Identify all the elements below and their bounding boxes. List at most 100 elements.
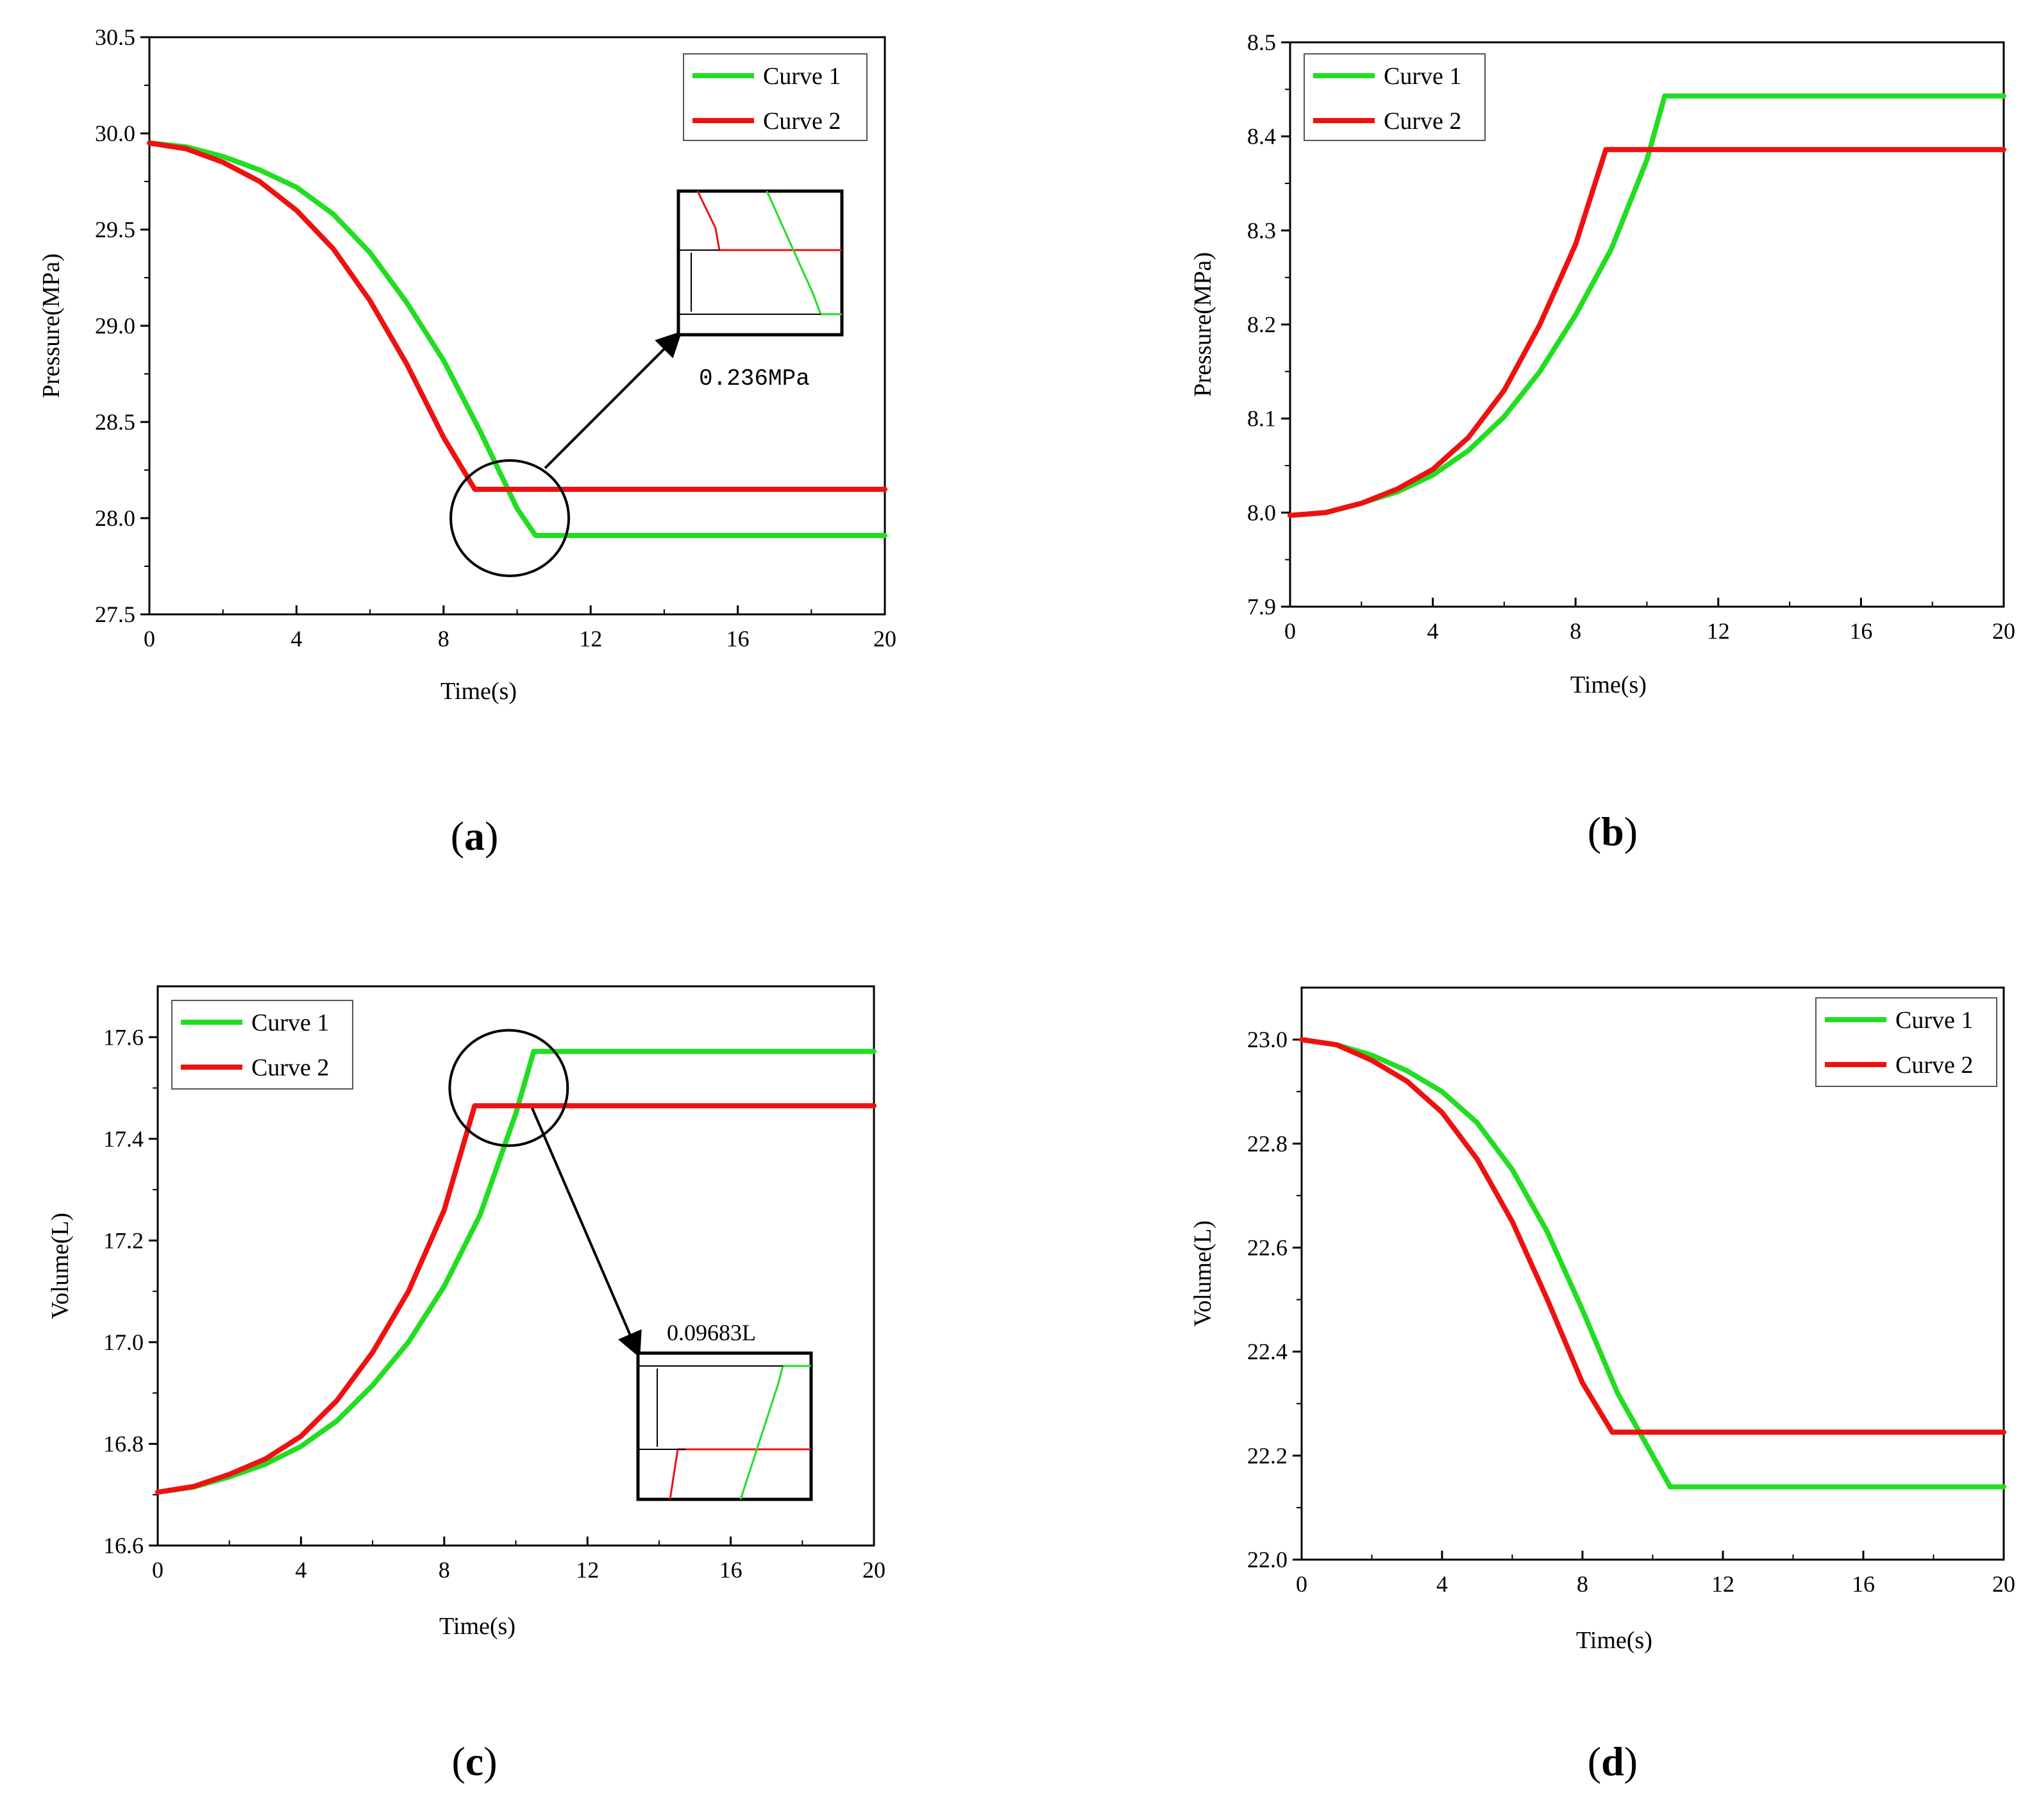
series-line-2 [155, 1103, 877, 1495]
panel-label-part: ( [1588, 1739, 1601, 1784]
legend: Curve 1 Curve 2 [683, 53, 868, 141]
panel-label-part: ) [485, 813, 498, 859]
chart-a: 0 4 8 12 16 20 27.5 28.0 28.5 29.0 29.5 30.0 30.5 Tim… [38, 24, 896, 859]
x-tick-label: 16 [1849, 618, 1872, 644]
chart-b: 0 4 8 12 16 20 7.9 8.0 8.1 8.2 8.3 8.4 8.5 Time(s) Pre… [1189, 29, 2015, 854]
y-axis-title: Volume(L) [1189, 1220, 1216, 1327]
inset-box [676, 189, 844, 337]
legend-box [1815, 997, 1997, 1087]
zoom-circle [448, 1029, 569, 1147]
y-tick-label: 16.8 [103, 1431, 144, 1456]
series-line-2 [147, 140, 887, 492]
zoom-arrow [544, 331, 682, 469]
inset-curve-2 [696, 190, 842, 251]
legend-label-1: Curve 1 [763, 63, 841, 90]
panel-label-part: b [1601, 809, 1624, 854]
inset-curve-1 [766, 190, 842, 316]
x-tick-label: 0 [1296, 1571, 1307, 1597]
legend-box [683, 53, 868, 141]
x-tick-label: 12 [1711, 1571, 1734, 1597]
y-axis-title: Pressure(MPa) [1189, 252, 1216, 397]
y-tick-label: 8.3 [1247, 217, 1276, 243]
x-tick-label: 12 [579, 626, 602, 652]
x-tick-label: 20 [873, 626, 896, 652]
y-tick-label: 22.2 [1247, 1443, 1288, 1469]
y-tick-label: 17.6 [103, 1024, 144, 1050]
legend: Curve 1 Curve 2 [1304, 53, 1486, 141]
x-axis-title: Time(s) [441, 678, 517, 705]
zoom-arrow [531, 1108, 642, 1358]
legend-label-1: Curve 1 [251, 1009, 329, 1036]
legend-box [171, 1000, 353, 1090]
y-tick-label: 22.6 [1247, 1234, 1288, 1260]
y-tick-label: 22.0 [1247, 1547, 1288, 1572]
y-tick-label: 30.0 [95, 121, 135, 146]
legend-label-2: Curve 2 [1384, 108, 1461, 135]
y-tick-label: 17.4 [103, 1126, 144, 1152]
x-axis-title: Time(s) [439, 1613, 516, 1640]
y-tick-label: 17.2 [103, 1227, 144, 1253]
x-tick-label: 4 [1436, 1571, 1448, 1597]
chart-c: 0 4 8 12 16 20 16.6 16.8 17.0 17.2 17.4 17.6 Time(s)… [47, 985, 885, 1784]
panel-label-part: ) [1624, 809, 1638, 854]
x-axis-title: Time(s) [1576, 1627, 1652, 1654]
x-tick-label: 4 [295, 1557, 306, 1583]
panel-label: (b) [1588, 809, 1638, 854]
y-tick-label: 16.6 [103, 1533, 144, 1558]
y-tick-label: 30.5 [95, 24, 135, 50]
y-tick-label: 8.1 [1247, 406, 1276, 432]
x-tick-label: 0 [152, 1557, 164, 1583]
x-tick-label: 16 [719, 1557, 743, 1583]
y-tick-label: 27.5 [95, 602, 135, 627]
y-tick-label: 28.5 [95, 409, 135, 435]
x-tick-label: 8 [438, 626, 449, 652]
panel-label: (d) [1588, 1739, 1638, 1784]
y-tick-label: 29.0 [95, 313, 135, 339]
panel-label-part: a [464, 813, 485, 859]
x-tick-label: 20 [862, 1557, 885, 1583]
panel-label-part: ( [1588, 809, 1601, 854]
y-axis-title: Volume(L) [47, 1213, 74, 1319]
x-tick-label: 20 [1992, 1571, 2015, 1597]
x-axis-title: Time(s) [1570, 671, 1647, 698]
y-tick-label: 22.4 [1247, 1339, 1288, 1365]
zoom-circle [449, 459, 571, 577]
legend-label-2: Curve 2 [251, 1054, 329, 1081]
x-tick-label: 12 [576, 1557, 599, 1583]
x-tick-label: 4 [1427, 618, 1439, 644]
y-tick-label: 22.8 [1247, 1131, 1288, 1156]
chart-d: 0 4 8 12 16 20 22.0 22.2 22.4 22.6 22.8 23.0 Time(s)… [1189, 986, 2015, 1784]
panel-label-part: ) [1624, 1739, 1638, 1784]
series-line-2 [1299, 1037, 2006, 1435]
legend-box [1304, 53, 1486, 141]
legend-label-2: Curve 2 [1895, 1052, 1973, 1079]
x-tick-label: 12 [1707, 618, 1730, 644]
panel-label-part: d [1601, 1739, 1624, 1784]
panel-label-part: ) [483, 1739, 497, 1784]
y-tick-label: 23.0 [1247, 1027, 1288, 1052]
zoom-annotation: 0.09683L [448, 1029, 813, 1501]
delta-label: 0.236MPa [699, 366, 810, 392]
x-tick-label: 8 [1570, 618, 1581, 644]
x-tick-label: 8 [439, 1557, 450, 1583]
x-tick-label: 0 [1284, 618, 1296, 644]
x-tick-label: 16 [726, 626, 750, 652]
y-tick-label: 28.0 [95, 505, 135, 531]
y-tick-label: 8.2 [1247, 312, 1276, 337]
y-axis-title: Pressure(MPa) [38, 253, 65, 398]
series-line-1 [1288, 93, 2006, 518]
panel-label: (a) [451, 813, 499, 859]
panel-label-part: ( [451, 1739, 465, 1784]
y-tick-label: 8.0 [1247, 500, 1276, 525]
series-line-1 [147, 140, 887, 538]
y-tick-label: 8.4 [1247, 124, 1276, 149]
series-line-2 [1288, 147, 2006, 518]
y-tick-label: 7.9 [1247, 594, 1276, 619]
zoom-annotation: 0.236MPa [449, 189, 844, 577]
y-tick-label: 17.0 [103, 1329, 144, 1355]
x-tick-label: 4 [290, 626, 302, 652]
x-tick-label: 16 [1852, 1571, 1875, 1597]
x-tick-label: 8 [1577, 1571, 1588, 1597]
legend: Curve 1 Curve 2 [1815, 997, 1997, 1087]
